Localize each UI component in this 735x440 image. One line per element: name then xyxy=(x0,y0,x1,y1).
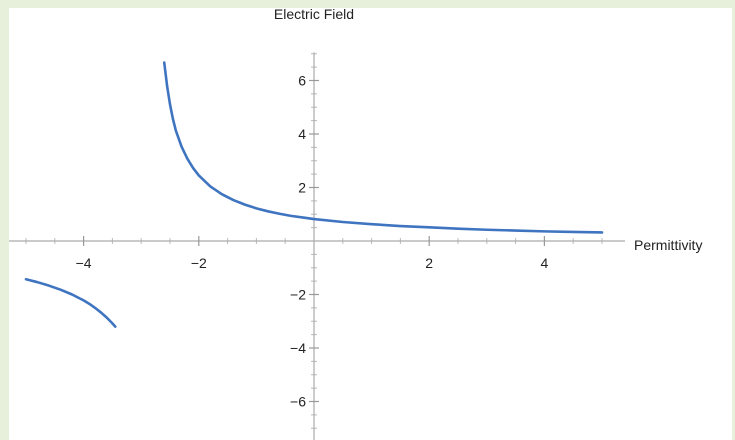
electric-field-chart: −4 −2 2 4 −6 −4 −2 2 4 6 Electric Field Permittiv… xyxy=(9,8,702,440)
plot-panel: −4 −2 2 4 −6 −4 −2 2 4 6 Electric Field Permittiv… xyxy=(9,8,732,440)
y-axis-title: Electric Field xyxy=(274,8,354,22)
y-tick-label: 6 xyxy=(298,73,306,89)
y-tick-label: 4 xyxy=(298,126,306,142)
tick-labels: −4 −2 2 4 −6 −4 −2 2 4 6 xyxy=(76,73,549,410)
x-tick-label: 4 xyxy=(541,255,549,271)
x-tick-label: −2 xyxy=(191,255,207,271)
curve-segment xyxy=(24,277,117,328)
major-ticks xyxy=(82,79,546,403)
y-tick-label: −2 xyxy=(290,287,306,303)
y-tick-label: 2 xyxy=(298,180,306,196)
x-tick-label: −4 xyxy=(76,255,92,271)
curves xyxy=(24,61,604,328)
curve-segment xyxy=(162,61,604,234)
y-tick-label: −6 xyxy=(290,394,306,410)
y-tick-label: −4 xyxy=(290,340,306,356)
x-axis-title: Permittivity xyxy=(634,237,702,253)
x-tick-label: 2 xyxy=(425,255,433,271)
